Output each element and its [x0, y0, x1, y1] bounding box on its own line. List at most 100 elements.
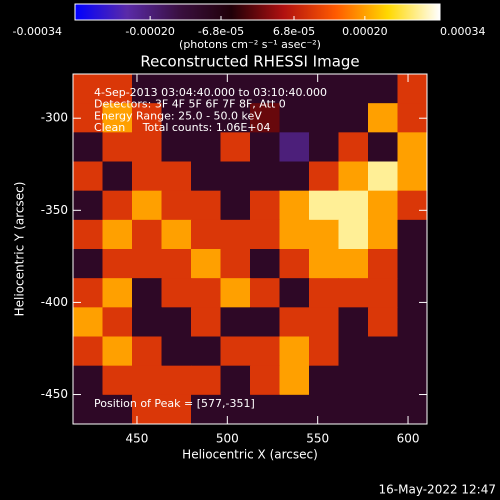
chart-title: Reconstructed RHESSI Image	[140, 53, 359, 71]
pixel	[338, 394, 369, 425]
pixel	[132, 336, 162, 367]
pixel	[102, 161, 133, 192]
y-axis-label: Heliocentric Y (arcsec)	[13, 182, 27, 317]
pixel	[279, 190, 310, 221]
pixel	[279, 103, 310, 133]
pixel	[73, 394, 103, 425]
y-tick-label: -450	[41, 387, 68, 401]
pixel	[279, 278, 310, 308]
pixel	[397, 74, 428, 104]
colorbar-tick-label: -6.8e-05	[198, 25, 244, 38]
plot-frame	[72, 73, 428, 425]
colorbar-tick-label: 6.8e-05	[273, 25, 315, 38]
pixel	[220, 132, 251, 162]
pixel	[102, 74, 133, 104]
pixel	[132, 249, 162, 279]
footer: 16-May-2022 12:47	[379, 483, 496, 497]
pixel	[250, 249, 280, 279]
x-tick-label: 500	[216, 432, 239, 446]
pixel	[191, 219, 221, 250]
pixel	[73, 365, 103, 396]
pixel	[338, 132, 369, 162]
pixel	[397, 307, 428, 337]
pixel	[161, 336, 192, 367]
pixel	[132, 307, 162, 337]
pixel	[338, 249, 369, 279]
colorbar-tick-label: -0.00020	[125, 25, 174, 38]
pixel	[279, 161, 310, 192]
pixel	[191, 394, 221, 425]
pixel	[161, 249, 192, 279]
pixel	[191, 161, 221, 192]
pixel	[132, 365, 162, 396]
pixel	[338, 219, 369, 250]
annotation: 4-Sep-2013 03:04:40.000 to 03:10:40.000	[94, 86, 327, 99]
pixel	[309, 219, 339, 250]
pixel	[220, 219, 251, 250]
colorbar-label: (photons cm⁻² s⁻¹ asec⁻²)	[179, 38, 321, 51]
pixel	[309, 161, 339, 192]
pixel	[309, 336, 339, 367]
pixel	[220, 161, 251, 192]
pixel	[279, 249, 310, 279]
pixel	[250, 278, 280, 308]
pixel	[191, 74, 221, 104]
x-axis-label: Heliocentric X (arcsec)	[182, 448, 318, 462]
pixel	[161, 74, 192, 104]
pixel	[73, 249, 103, 279]
pixel	[368, 132, 398, 162]
pixel	[279, 307, 310, 337]
pixel	[338, 278, 369, 308]
pixel	[102, 365, 133, 396]
pixel	[161, 190, 192, 221]
pixel	[102, 190, 133, 221]
pixel	[220, 336, 251, 367]
pixel	[279, 219, 310, 250]
pixel	[397, 219, 428, 250]
pixel	[368, 190, 398, 221]
pixel	[338, 103, 369, 133]
pixel	[220, 74, 251, 104]
pixel	[73, 219, 103, 250]
image	[73, 74, 428, 425]
x-tick-label: 550	[306, 432, 329, 446]
pixel	[250, 132, 280, 162]
pixel	[102, 278, 133, 308]
pixel	[309, 103, 339, 133]
pixel	[250, 74, 280, 104]
pixel	[309, 249, 339, 279]
pixel	[368, 336, 398, 367]
pixel	[102, 249, 133, 279]
pixel	[279, 132, 310, 162]
pixel	[220, 190, 251, 221]
pixel	[309, 132, 339, 162]
pixel	[279, 394, 310, 425]
pixel	[368, 219, 398, 250]
pixel	[220, 249, 251, 279]
pixel	[279, 365, 310, 396]
pixel	[73, 307, 103, 337]
x-tick-label: 600	[397, 432, 420, 446]
pixel	[279, 336, 310, 367]
pixel	[338, 190, 369, 221]
pixel	[279, 74, 310, 104]
pixel	[191, 307, 221, 337]
pixel	[338, 307, 369, 337]
pixel	[73, 278, 103, 308]
pixel	[73, 190, 103, 221]
pixel	[397, 249, 428, 279]
pixel	[220, 103, 251, 133]
pixel	[191, 103, 221, 133]
pixel	[161, 307, 192, 337]
colorbar	[74, 3, 441, 21]
pixel	[132, 278, 162, 308]
pixel	[161, 132, 192, 162]
overlay	[72, 73, 428, 425]
pixel	[397, 365, 428, 396]
pixel	[397, 132, 428, 162]
pixel	[132, 103, 162, 133]
pixel	[397, 394, 428, 425]
pixel	[161, 365, 192, 396]
pixel	[132, 161, 162, 192]
pixel	[191, 365, 221, 396]
